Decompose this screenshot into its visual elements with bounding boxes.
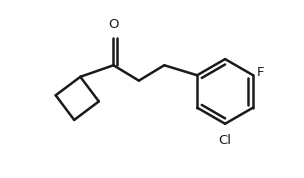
Text: F: F: [257, 66, 264, 79]
Text: Cl: Cl: [219, 134, 232, 147]
Text: O: O: [108, 18, 119, 31]
